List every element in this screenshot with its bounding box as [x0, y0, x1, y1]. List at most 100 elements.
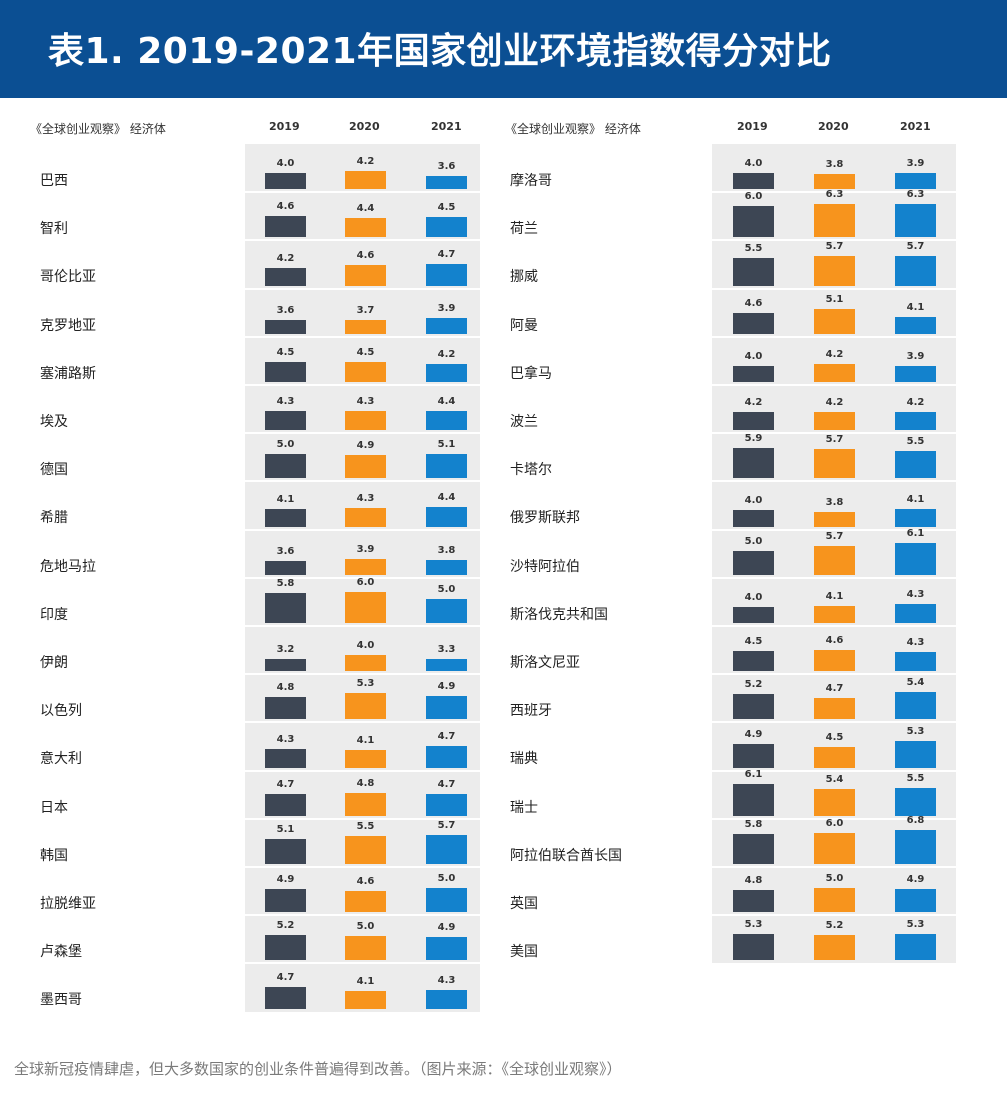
row-separator [245, 191, 480, 194]
data-label-2020: 4.5 [356, 346, 375, 358]
data-label-2019: 5.0 [276, 439, 295, 451]
bar-2020-日本 [345, 793, 386, 816]
bar-2019-拉脱维亚 [265, 888, 306, 913]
data-label-2021: 5.0 [437, 584, 456, 595]
bar-2021-巴西 [426, 175, 467, 190]
country-label: 克罗地亚 [40, 317, 96, 334]
country-label: 挪威 [510, 269, 538, 286]
row-separator [712, 335, 956, 338]
country-label: 危地马拉 [40, 558, 96, 575]
data-label-2021: 4.7 [437, 248, 456, 260]
row-separator [712, 528, 956, 531]
row-separator [245, 287, 480, 290]
country-label: 墨西哥 [40, 992, 82, 1009]
row-separator [245, 335, 480, 338]
data-label-2020: 5.7 [825, 530, 844, 542]
data-label-2020: 4.7 [825, 682, 844, 694]
data-label-2020: 3.8 [825, 496, 844, 508]
data-label-2021: 5.0 [437, 873, 456, 885]
bar-2019-阿曼 [733, 312, 774, 334]
bar-2019-美国 [733, 934, 774, 961]
bar-2020-俄罗斯联邦 [814, 511, 855, 527]
data-label-2020: 5.1 [825, 294, 844, 306]
country-label: 巴拿马 [510, 365, 552, 382]
data-label-2019: 4.3 [276, 396, 295, 408]
bar-2019-瑞士 [733, 783, 774, 816]
bar-2021-德国 [426, 453, 467, 479]
country-label: 斯洛伐克共和国 [510, 606, 608, 623]
row-separator [245, 480, 480, 483]
data-label-2019: 4.3 [276, 733, 295, 745]
bar-2020-斯洛伐克共和国 [814, 605, 855, 623]
data-label-2019: 3.6 [276, 305, 295, 317]
country-label: 波兰 [510, 414, 538, 430]
data-label-2021: 4.4 [437, 395, 456, 407]
bar-2020-阿拉伯联合酋长国 [814, 832, 855, 864]
data-label-2021: 4.7 [437, 730, 456, 742]
data-label-2019: 4.0 [276, 157, 295, 169]
row-separator [245, 817, 480, 820]
bar-2020-挪威 [814, 256, 855, 286]
bar-2019-巴拿马 [733, 365, 774, 382]
data-label-2020: 5.4 [825, 773, 844, 785]
bar-2020-瑞士 [814, 788, 855, 816]
bar-2021-瑞典 [895, 741, 936, 768]
row-separator [712, 817, 956, 820]
data-label-2019: 4.0 [744, 157, 763, 169]
row-separator [245, 866, 480, 868]
data-label-2021: 5.7 [437, 819, 456, 831]
row-separator [712, 432, 956, 435]
bar-2020-哥伦比亚 [345, 264, 386, 286]
data-label-2021: 4.1 [906, 301, 925, 313]
bar-2019-意大利 [265, 748, 306, 768]
data-label-2020: 5.0 [825, 873, 844, 885]
row-separator [245, 625, 480, 627]
country-label: 哥伦比亚 [40, 269, 96, 286]
data-label-2019: 5.0 [744, 535, 763, 547]
data-label-2021: 4.4 [437, 492, 456, 504]
row-separator [712, 191, 956, 194]
data-label-2020: 4.8 [356, 778, 375, 790]
bar-2021-伊朗 [426, 659, 467, 672]
country-label: 卡塔尔 [510, 462, 552, 479]
data-label-2020: 4.3 [356, 492, 375, 504]
data-label-2021: 3.9 [906, 351, 925, 363]
row-separator [245, 769, 480, 772]
bar-2020-埃及 [345, 411, 386, 431]
bar-2019-沙特阿拉伯 [733, 550, 774, 575]
data-label-2021: 6.3 [906, 188, 925, 200]
data-label-2021: 6.8 [906, 815, 925, 826]
bar-2021-挪威 [895, 256, 936, 286]
bar-2020-卡塔尔 [814, 449, 855, 479]
bar-2019-日本 [265, 794, 306, 816]
country-label: 巴西 [40, 173, 68, 189]
bar-2021-摩洛哥 [895, 173, 936, 190]
bar-2020-印度 [345, 591, 386, 623]
data-label-2019: 5.8 [276, 578, 295, 589]
bar-2021-哥伦比亚 [426, 263, 467, 286]
country-label: 拉脱维亚 [40, 896, 96, 912]
data-label-2019: 4.7 [276, 971, 295, 983]
country-label: 智利 [40, 221, 68, 238]
country-label: 摩洛哥 [510, 173, 552, 189]
bar-2020-沙特阿拉伯 [814, 545, 855, 575]
bar-2021-埃及 [426, 410, 467, 431]
data-label-2020: 4.1 [825, 590, 844, 602]
row-separator [245, 432, 480, 435]
bar-2019-克罗地亚 [265, 320, 306, 334]
data-label-2020: 4.4 [356, 202, 375, 214]
country-label: 瑞典 [510, 751, 538, 768]
country-label: 伊朗 [40, 655, 68, 671]
bar-2019-挪威 [733, 257, 774, 286]
data-label-2021: 3.9 [906, 158, 925, 170]
country-label: 沙特阿拉伯 [510, 558, 580, 575]
country-label: 德国 [40, 462, 68, 479]
country-label: 荷兰 [510, 221, 538, 238]
row-separator [245, 673, 480, 676]
data-label-2019: 4.8 [276, 681, 295, 693]
country-label: 日本 [40, 799, 68, 816]
data-label-2019: 4.2 [744, 397, 763, 409]
data-label-2020: 4.2 [825, 349, 844, 360]
bar-2020-荷兰 [814, 203, 855, 238]
bar-2021-墨西哥 [426, 989, 467, 1009]
